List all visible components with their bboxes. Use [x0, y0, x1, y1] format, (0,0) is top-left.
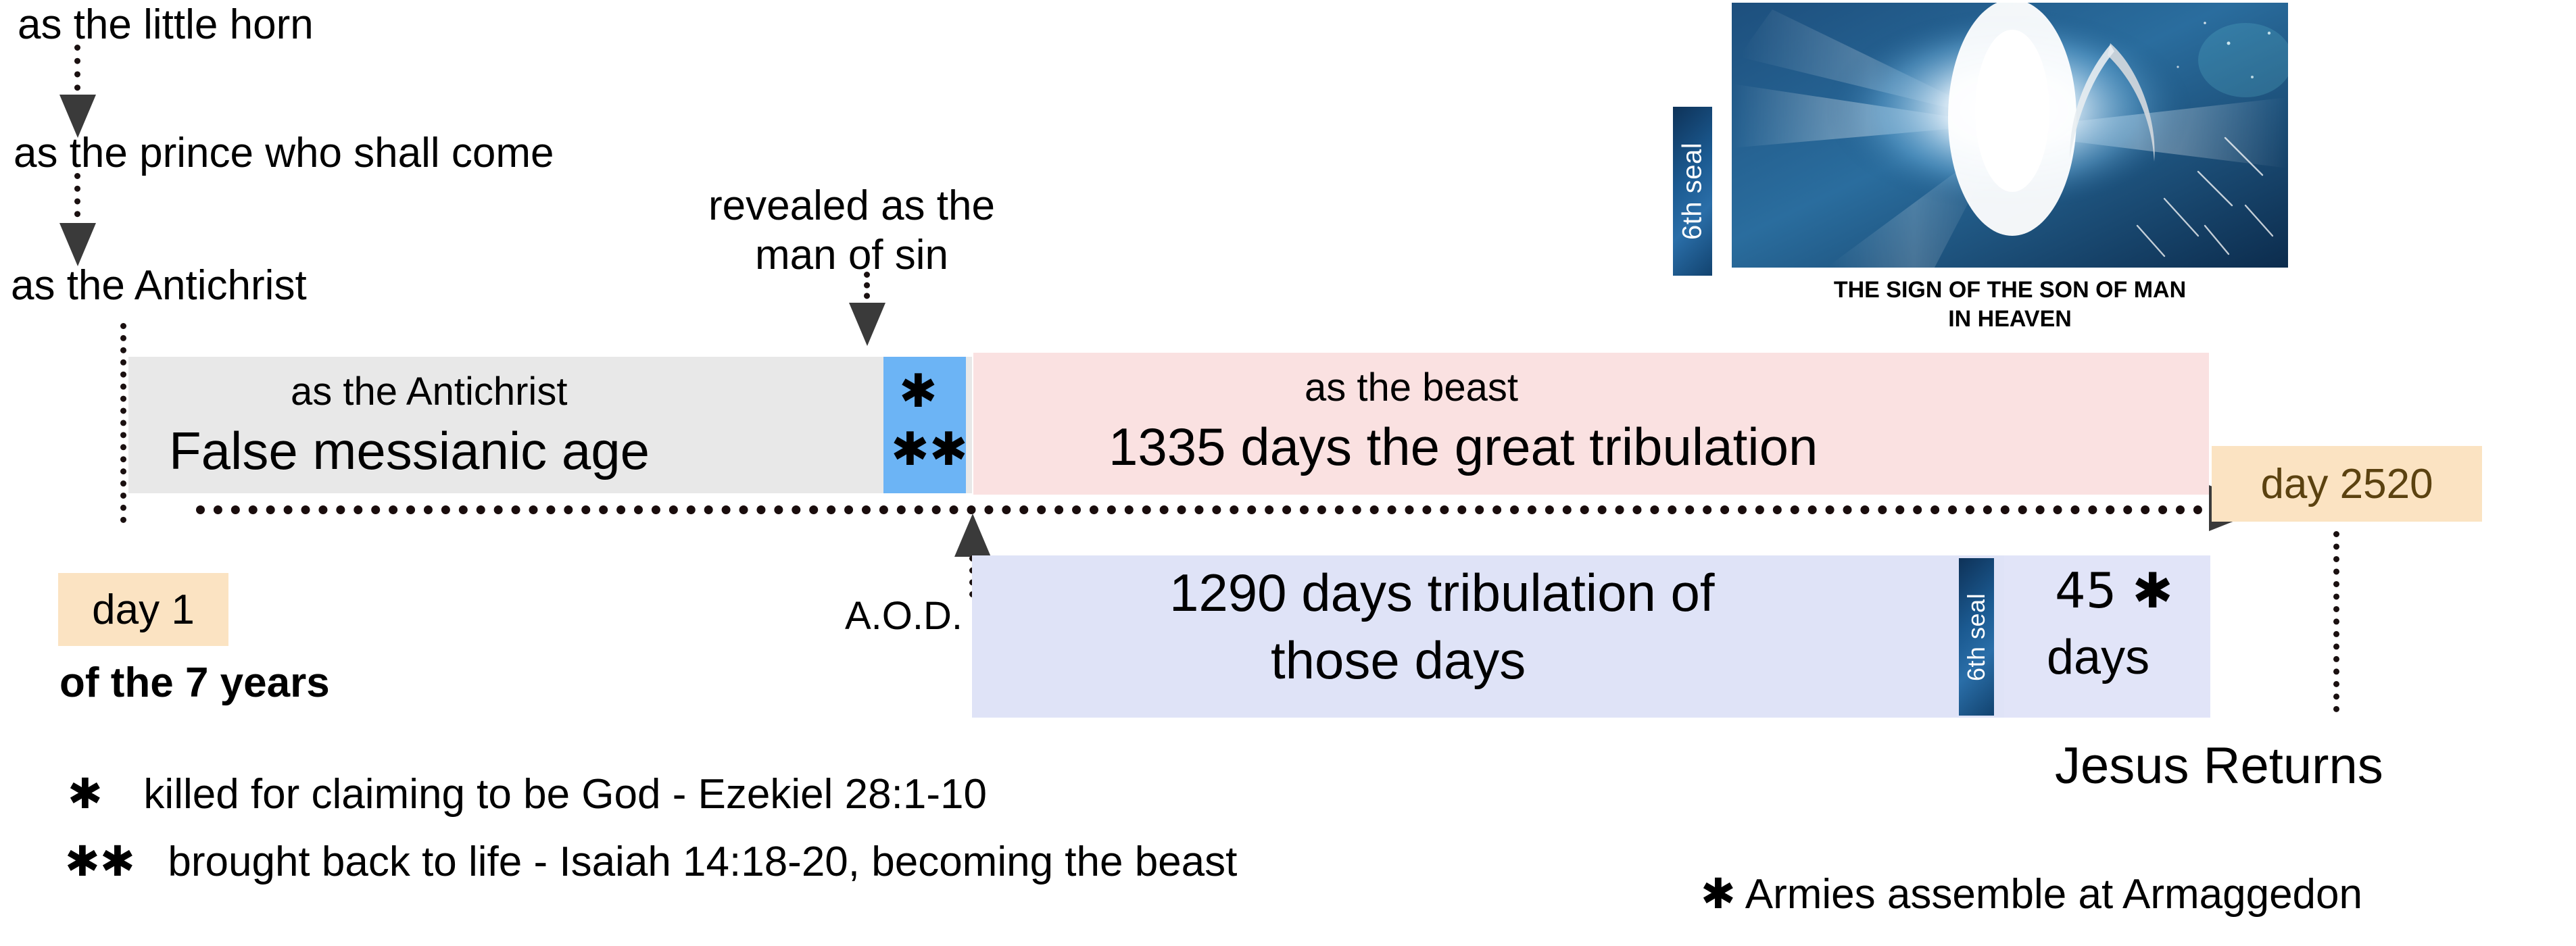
picture-caption: THE SIGN OF THE SON OF MAN IN HEAVEN	[1732, 276, 2288, 333]
footnote-2-text: brought back to life - Isaiah 14:18-20, …	[168, 839, 1238, 885]
footnote-3-marker: ✱	[1701, 869, 1736, 918]
arrow-up-icon-aod	[954, 514, 991, 557]
bar-gray-mainlabel: False messianic age	[169, 421, 650, 480]
bar-false-messianic-age	[128, 357, 972, 493]
timeline-dotted-axis	[196, 505, 2220, 514]
bar-lower-mainline-2: those days	[1271, 630, 1526, 690]
picture-caption-line-2: IN HEAVEN	[1948, 305, 2072, 332]
footnote-2-marker: ✱✱	[65, 837, 135, 886]
bar-death-resurrection-marker	[883, 357, 966, 493]
picture-caption-line-1: THE SIGN OF THE SON OF MAN	[1833, 277, 2187, 303]
footnote-1: ✱ killed for claiming to be God - Ezekie…	[68, 769, 987, 818]
chip-day-1: day 1	[58, 573, 228, 646]
bar-gray-sublabel: as the Antichrist	[291, 370, 568, 414]
seal-tag-picture: 6th seal	[1673, 107, 1712, 276]
bar-pink-mainlabel: 1335 days the great tribulation	[1109, 417, 1818, 476]
footnote-1-marker: ✱	[68, 769, 103, 818]
footnote-1-text: killed for claiming to be God - Ezekiel …	[143, 771, 987, 818]
callout-revealed-as-man-of-sin: revealed as the man of sin	[676, 181, 1027, 280]
arrow-down-icon-3	[849, 303, 885, 346]
sign-of-son-of-man-image	[1732, 3, 2288, 268]
footnote-2: ✱✱ brought back to life - Isaiah 14:18-2…	[65, 837, 1237, 886]
marker-resurrected-asterisk: ✱✱	[891, 423, 968, 476]
arrow-down-icon-1	[59, 95, 96, 138]
bar-45-line-2: days	[2047, 630, 2150, 684]
connector-little-horn-to-prince	[74, 45, 80, 104]
end-marker-dotted-line	[2333, 531, 2339, 712]
label-as-the-prince-who-shall-come: as the prince who shall come	[14, 130, 554, 176]
label-of-the-7-years: of the 7 years	[59, 659, 330, 706]
label-jesus-returns: Jesus Returns	[2055, 737, 2383, 795]
callout-line-2: man of sin	[754, 232, 949, 279]
connector-revealed-to-bar	[864, 272, 870, 309]
bar-pink-sublabel: as the beast	[1305, 366, 1518, 409]
heaven-light-illustration	[1732, 3, 2288, 268]
start-marker-dotted-line	[120, 323, 126, 523]
bar-lower-mainline-1: 1290 days tribulation of	[1169, 563, 1715, 622]
footnote-3-text: Armies assemble at Armaggedon	[1745, 871, 2362, 918]
label-as-the-antichrist: as the Antichrist	[11, 262, 307, 309]
bar-45-line-1: 45 ✱	[2055, 562, 2173, 619]
arrow-down-icon-2	[59, 223, 96, 266]
connector-prince-to-antichrist	[74, 173, 80, 230]
marker-killed-asterisk: ✱	[899, 365, 938, 418]
footnote-3: ✱ Armies assemble at Armaggedon	[1701, 869, 2362, 918]
callout-line-1: revealed as the	[708, 182, 995, 229]
bar-1290-days-tribulation	[972, 555, 2210, 718]
bar-great-tribulation	[973, 353, 2209, 495]
chip-day-2520: day 2520	[2212, 446, 2482, 522]
seal-tag-lower-bar: 6th seal	[1959, 558, 1994, 716]
label-as-the-little-horn: as the little horn	[18, 1, 314, 48]
bar-45-days	[2004, 555, 2210, 718]
